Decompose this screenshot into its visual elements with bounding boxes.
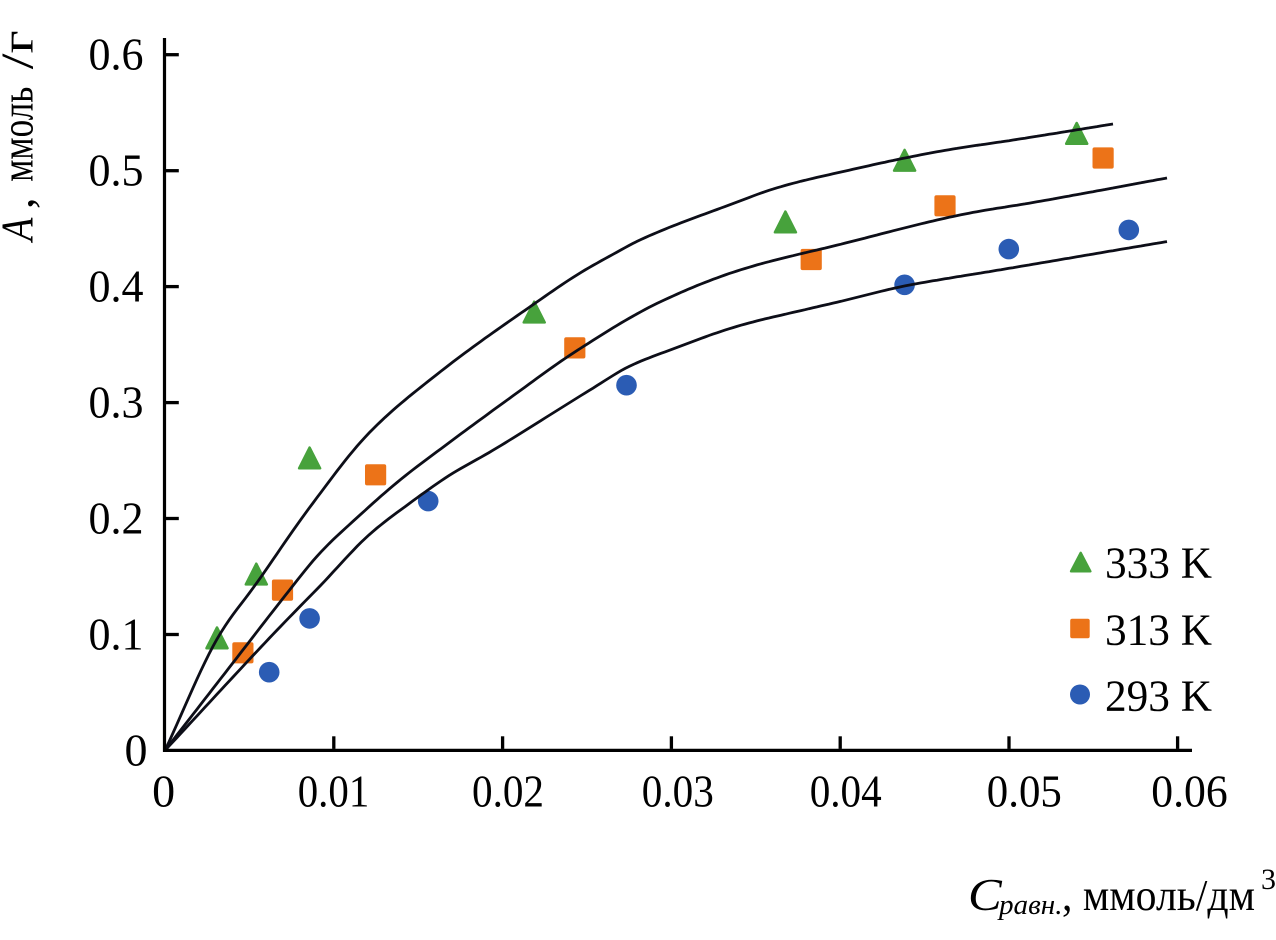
svg-text:0.02: 0.02 (472, 765, 544, 816)
svg-text:0.04: 0.04 (810, 765, 882, 816)
svg-text:333 K: 333 K (1105, 539, 1212, 588)
svg-text:0.03: 0.03 (642, 765, 714, 816)
svg-text:0: 0 (125, 724, 148, 775)
svg-text:, ммоль/дм: , ммоль/дм (1062, 871, 1255, 920)
svg-text:0.01: 0.01 (298, 765, 370, 816)
svg-text:равн.: равн. (997, 889, 1063, 921)
svg-text:0: 0 (152, 765, 175, 816)
svg-text:0.4: 0.4 (89, 261, 144, 312)
svg-text:3: 3 (1261, 863, 1276, 896)
svg-text:0.05: 0.05 (987, 765, 1062, 816)
svg-text:293 K: 293 K (1105, 671, 1212, 720)
svg-text:A: A (0, 218, 43, 244)
svg-text:0.2: 0.2 (89, 493, 144, 544)
svg-text:0.5: 0.5 (89, 145, 144, 196)
svg-text:C: C (968, 870, 1003, 920)
svg-text:313 K: 313 K (1105, 606, 1212, 655)
svg-text:,: , (0, 198, 43, 210)
svg-text:0.1: 0.1 (89, 609, 144, 660)
svg-text:/г: /г (0, 30, 43, 69)
svg-text:0.3: 0.3 (89, 377, 144, 428)
svg-text:0.6: 0.6 (89, 29, 144, 80)
svg-text:0.06: 0.06 (1151, 765, 1228, 816)
svg-text:ммоль: ммоль (0, 87, 43, 182)
